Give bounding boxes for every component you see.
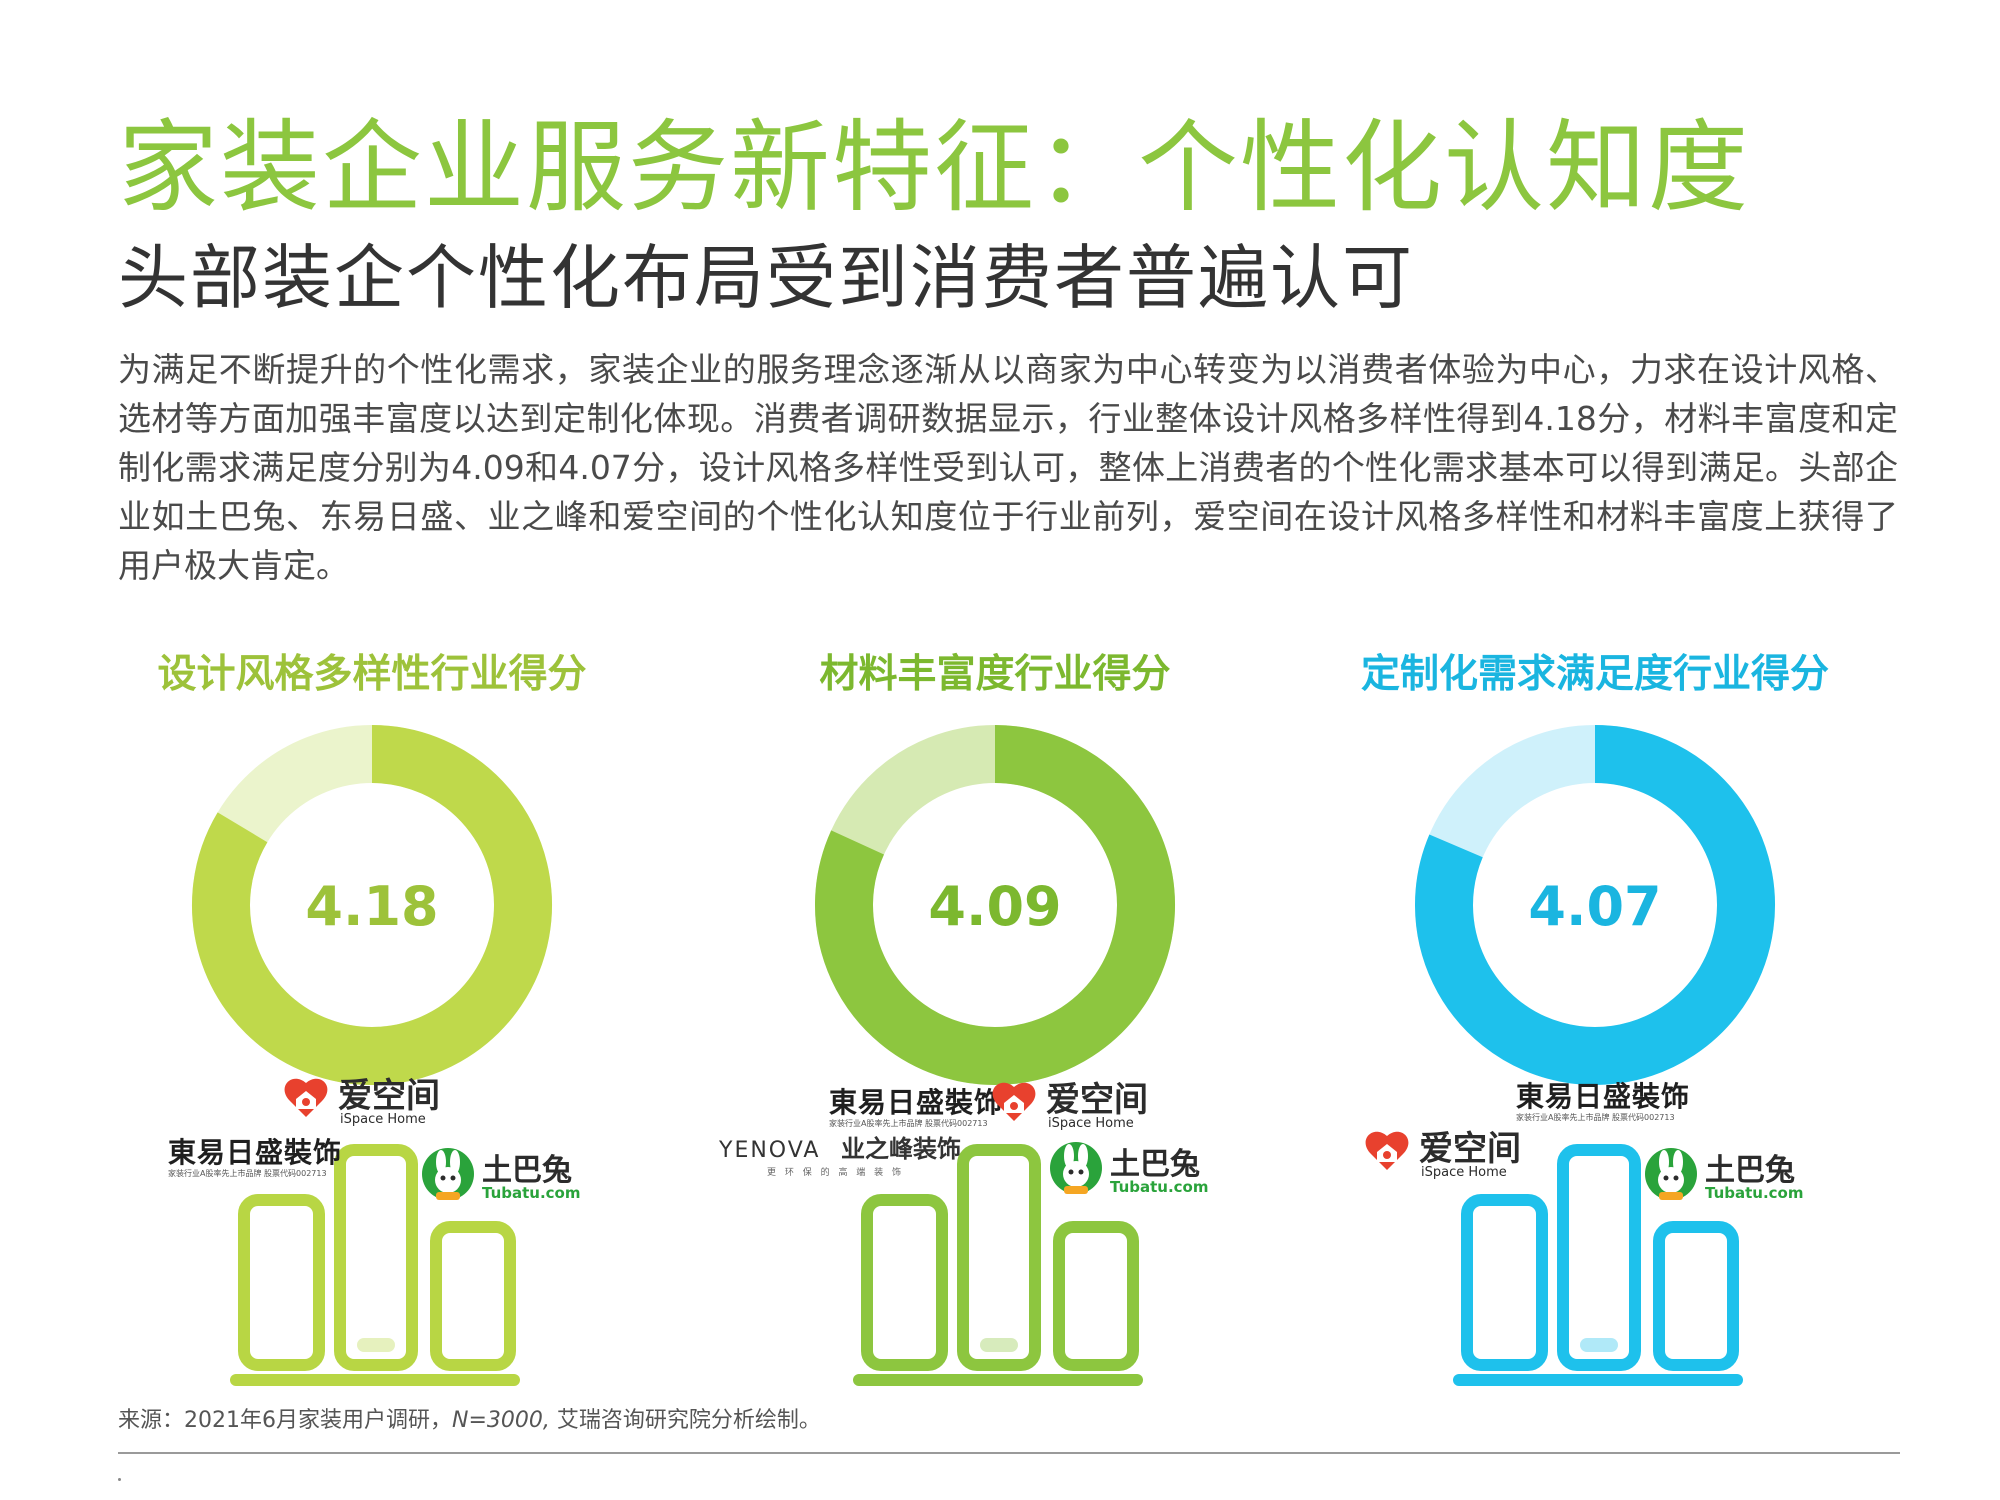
page-title: 家装企业服务新特征：个性化认知度 bbox=[118, 109, 1750, 226]
aikongjian-heart-icon bbox=[284, 1078, 328, 1117]
dongyi-tagline: 家装行业A股率先上市品牌 股票代码002713 bbox=[829, 1118, 988, 1128]
donut-score-slice bbox=[1415, 725, 1775, 1085]
yenova-cn-name: 业之峰装饰 bbox=[841, 1135, 961, 1163]
yenova-tagline: 更 环 保 的 高 端 装 饰 bbox=[767, 1166, 904, 1178]
tubatu-rabbit-icon bbox=[1645, 1148, 1697, 1200]
tubatu-domain: Tubatu.com bbox=[482, 1184, 581, 1202]
podium-left-bar bbox=[1461, 1194, 1548, 1371]
podium-left-bar bbox=[238, 1194, 325, 1371]
aikongjian-name: 爱空间 bbox=[1419, 1129, 1521, 1169]
source-suffix: 艾瑞咨询研究院分析绘制。 bbox=[549, 1408, 821, 1433]
podium-right-bar bbox=[1653, 1221, 1739, 1371]
tubatu-domain: Tubatu.com bbox=[1705, 1184, 1804, 1202]
source-sample-size: N=3000, bbox=[452, 1408, 550, 1433]
podium-right-bar bbox=[430, 1221, 516, 1371]
podium-right-bar bbox=[1053, 1221, 1139, 1371]
podium-decor-pill bbox=[357, 1338, 395, 1352]
source-note: 来源：2021年6月家装用户调研，N=3000, 艾瑞咨询研究院分析绘制。 bbox=[118, 1402, 821, 1434]
podium-decor-pill bbox=[980, 1338, 1018, 1352]
donut-value-label: 4.09 bbox=[928, 875, 1061, 938]
podium-base bbox=[1453, 1374, 1743, 1386]
chart-title: 设计风格多样性行业得分 bbox=[157, 652, 587, 697]
aikongjian-en-name: iSpace Home bbox=[1048, 1116, 1134, 1131]
source-prefix: 来源：2021年6月家装用户调研， bbox=[118, 1408, 452, 1433]
aikongjian-name: 爱空间 bbox=[338, 1076, 440, 1116]
dongyi-name: 東易日盛裝饰 bbox=[1516, 1080, 1690, 1113]
podium-center-bar bbox=[957, 1144, 1041, 1371]
aikongjian-name: 爱空间 bbox=[1046, 1080, 1148, 1120]
podium-base bbox=[853, 1374, 1143, 1386]
donut-value-label: 4.18 bbox=[305, 875, 438, 938]
podium-center-bar bbox=[1557, 1144, 1641, 1371]
tubatu-rabbit-icon bbox=[1050, 1142, 1102, 1194]
tubatu-name: 土巴兔 bbox=[482, 1153, 572, 1188]
aikongjian-heart-icon bbox=[992, 1082, 1036, 1121]
body-paragraph: 为满足不断提升的个性化需求，家装企业的服务理念逐渐从以商家为中心转变为以消费者体… bbox=[118, 350, 1898, 585]
podium-icon bbox=[853, 1144, 1143, 1386]
tubatu-domain: Tubatu.com bbox=[1110, 1178, 1209, 1196]
dongyi-name: 東易日盛裝饰 bbox=[168, 1136, 342, 1169]
tubatu-name: 土巴兔 bbox=[1705, 1153, 1795, 1188]
donut-chart: 4.07 bbox=[1415, 725, 1775, 1085]
donut-chart: 4.18 bbox=[192, 725, 552, 1085]
tubatu-rabbit-icon bbox=[422, 1148, 474, 1200]
podium-left-bar bbox=[861, 1194, 948, 1371]
aikongjian-en-name: iSpace Home bbox=[340, 1112, 426, 1127]
donut-value-label: 4.07 bbox=[1528, 875, 1661, 938]
donut-chart: 4.09 bbox=[815, 725, 1175, 1085]
dongyi-tagline: 家装行业A股率先上市品牌 股票代码002713 bbox=[1516, 1112, 1675, 1122]
yenova-name: YENOVA bbox=[718, 1138, 820, 1163]
donut-score-slice bbox=[192, 725, 552, 1085]
podium-icon bbox=[1453, 1144, 1743, 1386]
podium-icon bbox=[230, 1144, 520, 1386]
podium-decor-pill bbox=[1580, 1338, 1618, 1352]
chart-panel-customization: 定制化需求满足度行业得分 4.07 東易日盛裝饰 家装行业A股率先上市品牌 股票代… bbox=[1295, 640, 1895, 1390]
dongyi-tagline: 家装行业A股率先上市品牌 股票代码002713 bbox=[168, 1168, 327, 1178]
tubatu-name: 土巴兔 bbox=[1110, 1147, 1200, 1182]
chart-panel-design-style: 设计风格多样性行业得分 4.18 爱空间 iSpace Home 東易日盛裝饰 家装行… bbox=[72, 640, 672, 1390]
chart-title: 定制化需求满足度行业得分 bbox=[1360, 652, 1829, 697]
podium-base bbox=[230, 1374, 520, 1386]
donut-score-slice bbox=[815, 725, 1175, 1085]
chart-title: 材料丰富度行业得分 bbox=[819, 652, 1171, 697]
footer-dot bbox=[118, 1478, 121, 1481]
footer-divider bbox=[118, 1452, 1900, 1454]
aikongjian-en-name: iSpace Home bbox=[1421, 1165, 1507, 1180]
page-subtitle: 头部装企个性化布局受到消费者普遍认可 bbox=[118, 237, 1414, 319]
aikongjian-heart-icon bbox=[1365, 1131, 1409, 1170]
chart-panel-material-richness: 材料丰富度行业得分 4.09 東易日盛裝饰 家装行业A股率先上市品牌 股票代码00… bbox=[695, 640, 1295, 1390]
podium-center-bar bbox=[334, 1144, 418, 1371]
dongyi-name: 東易日盛裝饰 bbox=[829, 1086, 1003, 1119]
